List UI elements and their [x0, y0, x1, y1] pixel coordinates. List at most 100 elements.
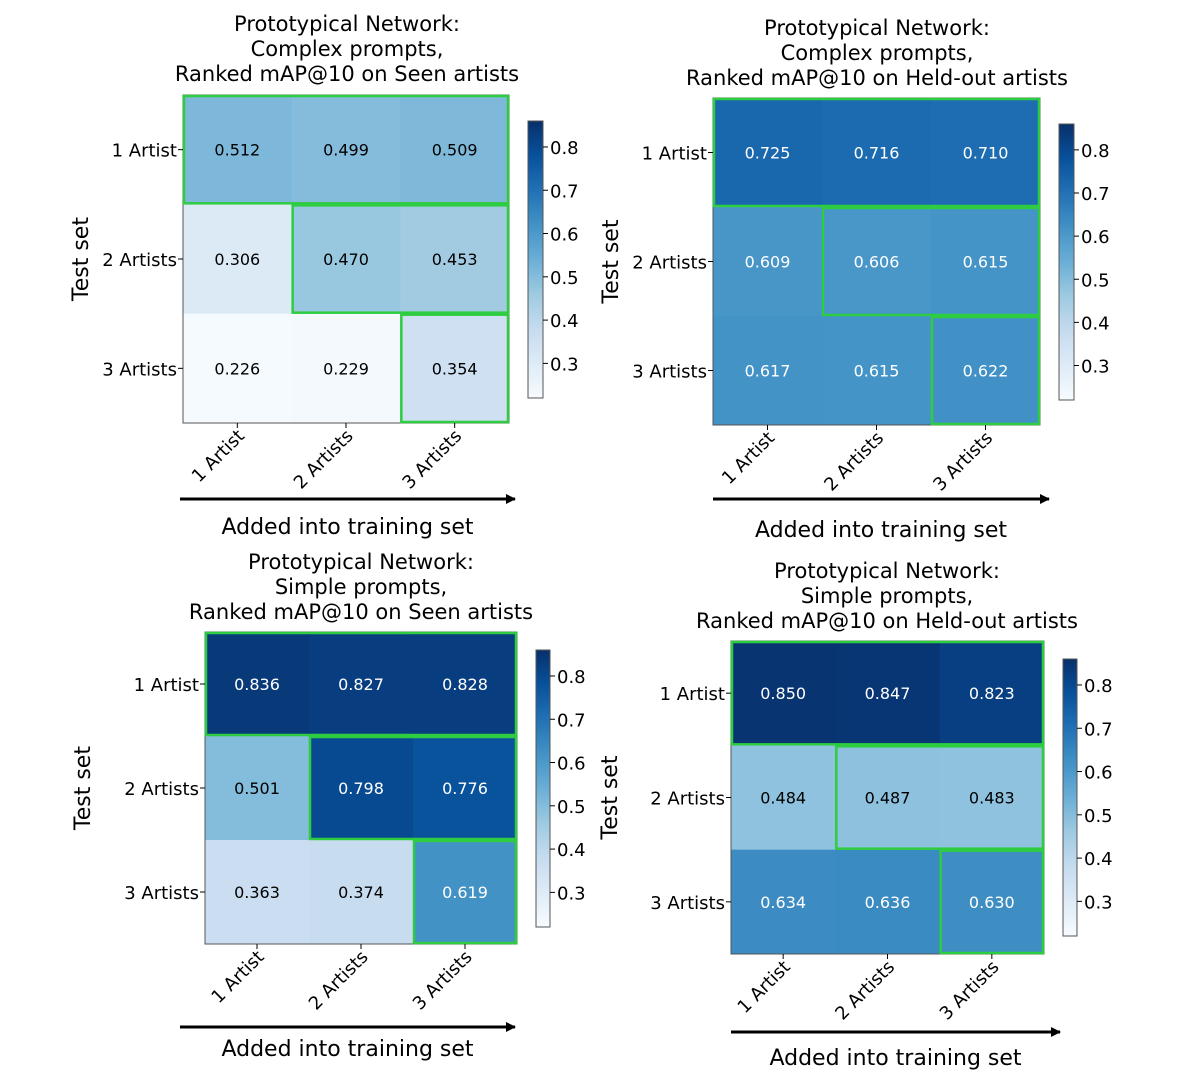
heatmap-panel-2: Prototypical Network:Complex prompts,Ran…	[599, 16, 1110, 543]
colorbar-tick-label: 0.8	[1081, 141, 1110, 162]
heatmap-panel-1: Prototypical Network:Complex prompts,Ran…	[69, 12, 579, 540]
chart-title-line: Complex prompts,	[781, 41, 974, 65]
colorbar-tick-label: 0.8	[557, 667, 586, 688]
highlight-box	[412, 839, 518, 945]
heatmap-cell	[939, 745, 1045, 851]
cell-value-label: 0.622	[963, 362, 1009, 381]
colorbar-tick-label: 0.6	[1084, 763, 1113, 784]
y-tick-label: 3 Artists	[102, 359, 177, 380]
colorbar-tick-label: 0.5	[1084, 806, 1113, 827]
cell-value-label: 0.850	[760, 684, 806, 703]
cell-value-label: 0.619	[442, 883, 488, 902]
colorbar-tick-label: 0.5	[550, 268, 579, 289]
cell-value-label: 0.453	[432, 250, 478, 269]
x-tick-label: 3 Artists	[398, 426, 466, 494]
colorbar-tick-label: 0.4	[1084, 849, 1113, 870]
colorbar	[535, 649, 551, 928]
y-tick-label: 1 Artist	[112, 141, 177, 162]
x-axis-label: Added into training set	[221, 1037, 473, 1062]
highlight-box	[400, 313, 510, 424]
colorbar-tick-label: 0.3	[550, 354, 579, 375]
cell-value-label: 0.229	[323, 359, 369, 378]
y-axis-label: Test set	[599, 219, 624, 304]
highlight-box	[291, 204, 510, 314]
chart-title-line: Prototypical Network:	[774, 559, 1000, 583]
cell-value-label: 0.725	[745, 144, 791, 163]
highlight-box	[939, 849, 1045, 955]
chart-title-line: Ranked mAP@10 on Seen artists	[175, 62, 519, 86]
cell-value-label: 0.483	[969, 789, 1015, 808]
heatmap-cell	[413, 840, 518, 945]
x-tick-label: 3 Artists	[929, 428, 997, 496]
heatmap-cell	[822, 98, 932, 208]
cell-value-label: 0.634	[760, 893, 806, 912]
colorbar	[1058, 123, 1075, 401]
colorbar-tick-label: 0.3	[557, 883, 586, 904]
heatmap-cell	[291, 313, 401, 424]
colorbar-tick-label: 0.7	[557, 710, 586, 731]
colorbar	[527, 120, 544, 399]
heatmap-cell	[291, 95, 401, 205]
chart-title-line: Simple prompts,	[275, 575, 447, 599]
cell-value-label: 0.827	[338, 675, 384, 694]
chart-title-line: Prototypical Network:	[764, 16, 990, 40]
cell-value-label: 0.636	[865, 893, 911, 912]
colorbar	[1062, 658, 1078, 937]
heatmap-cell	[400, 204, 510, 315]
y-tick-label: 3 Artists	[632, 362, 707, 383]
y-tick-label: 2 Artists	[124, 779, 199, 800]
y-tick-label: 1 Artist	[642, 144, 707, 165]
colorbar-tick-label: 0.8	[550, 138, 579, 159]
y-tick-label: 2 Artists	[102, 250, 177, 271]
cell-value-label: 0.354	[432, 359, 478, 378]
y-axis-label: Test set	[71, 746, 96, 831]
colorbar-tick-label: 0.4	[1081, 313, 1110, 334]
cell-value-label: 0.501	[234, 779, 280, 798]
cell-value-label: 0.606	[854, 253, 900, 272]
x-tick-label: 1 Artist	[207, 947, 268, 1008]
chart-title-line: Simple prompts,	[801, 584, 973, 608]
heatmap-cell	[731, 745, 836, 851]
cell-value-label: 0.470	[323, 250, 369, 269]
heatmap-cell	[309, 736, 414, 841]
heatmap-cell	[835, 745, 941, 851]
colorbar-tick-label: 0.6	[557, 754, 586, 775]
cell-value-label: 0.615	[963, 253, 1009, 272]
heatmap-cell	[309, 840, 414, 945]
cell-value-label: 0.374	[338, 883, 384, 902]
colorbar-tick-label: 0.8	[1084, 676, 1113, 697]
colorbar-tick-label: 0.3	[1084, 892, 1113, 913]
cell-value-label: 0.776	[442, 779, 488, 798]
heatmap-cell	[309, 632, 414, 737]
heatmap-cell	[713, 207, 823, 317]
cell-value-label: 0.630	[969, 893, 1015, 912]
cell-value-label: 0.509	[432, 141, 478, 160]
highlight-box	[182, 94, 510, 205]
heatmap-cell	[400, 313, 510, 424]
x-tick-label: 1 Artist	[718, 428, 779, 489]
colorbar-tick-label: 0.4	[557, 840, 586, 861]
chart-title-line: Prototypical Network:	[248, 550, 474, 574]
heatmap-cell	[205, 736, 310, 841]
y-tick-label: 2 Artists	[650, 789, 725, 810]
cell-value-label: 0.847	[865, 684, 911, 703]
cell-value-label: 0.484	[760, 789, 806, 808]
heatmap-cell	[413, 632, 518, 737]
x-tick-label: 3 Artists	[409, 947, 477, 1015]
highlight-box	[308, 735, 518, 841]
cell-value-label: 0.512	[214, 141, 260, 160]
heatmap-cell	[835, 849, 941, 955]
highlight-box	[835, 745, 1045, 850]
y-axis-label: Test set	[598, 755, 623, 840]
heatmap-cell	[413, 736, 518, 841]
y-tick-label: 3 Artists	[650, 893, 725, 914]
heatmap-cell	[835, 641, 941, 746]
colorbar-tick-label: 0.7	[1084, 719, 1113, 740]
x-tick-label: 1 Artist	[734, 957, 795, 1018]
heatmap-cell	[931, 316, 1041, 426]
heatmap-cell	[183, 204, 293, 315]
colorbar-tick-label: 0.5	[557, 797, 586, 818]
cell-value-label: 0.363	[234, 883, 280, 902]
cell-value-label: 0.226	[214, 359, 260, 378]
